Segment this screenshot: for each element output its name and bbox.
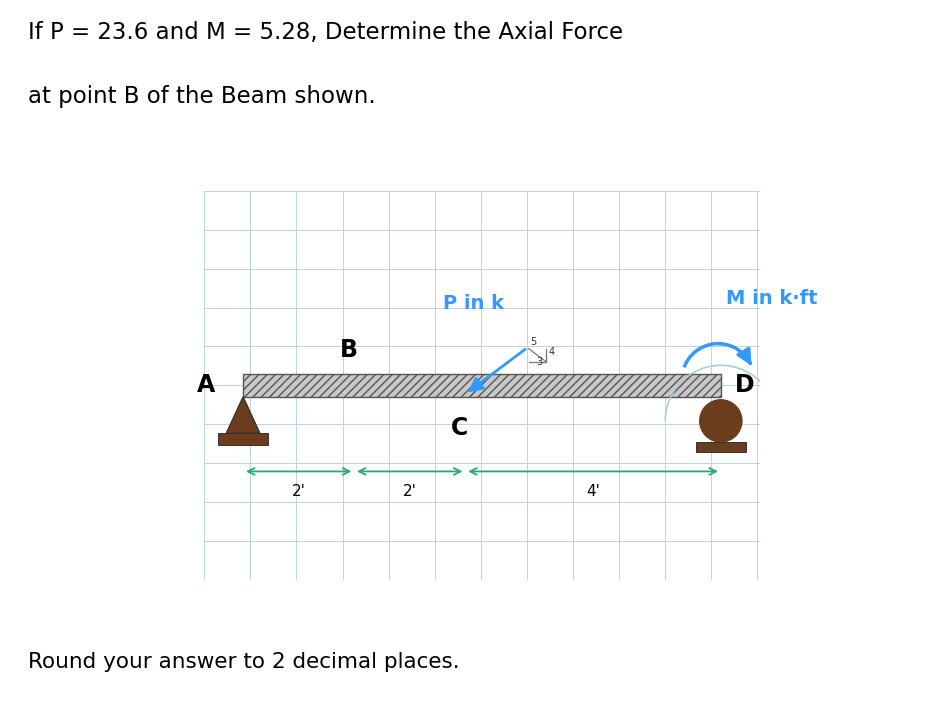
Text: B: B xyxy=(339,338,357,362)
Text: 2': 2' xyxy=(292,484,305,498)
Bar xyxy=(243,373,720,397)
Text: 5: 5 xyxy=(530,337,536,347)
Text: Round your answer to 2 decimal places.: Round your answer to 2 decimal places. xyxy=(28,652,460,672)
Bar xyxy=(218,433,268,445)
Text: 4': 4' xyxy=(585,484,599,498)
Text: 3: 3 xyxy=(536,357,542,368)
Text: 2': 2' xyxy=(402,484,416,498)
Text: M in k·ft: M in k·ft xyxy=(726,288,817,308)
Bar xyxy=(695,442,745,452)
Text: A: A xyxy=(197,373,215,397)
Text: C: C xyxy=(450,416,468,440)
Text: 4: 4 xyxy=(548,347,554,357)
Text: P in k: P in k xyxy=(443,294,503,313)
Circle shape xyxy=(699,399,741,442)
Text: at point B of the Beam shown.: at point B of the Beam shown. xyxy=(28,85,376,108)
Text: D: D xyxy=(733,373,753,397)
Text: If P = 23.6 and M = 5.28, Determine the Axial Force: If P = 23.6 and M = 5.28, Determine the … xyxy=(28,21,623,45)
Polygon shape xyxy=(227,397,260,433)
